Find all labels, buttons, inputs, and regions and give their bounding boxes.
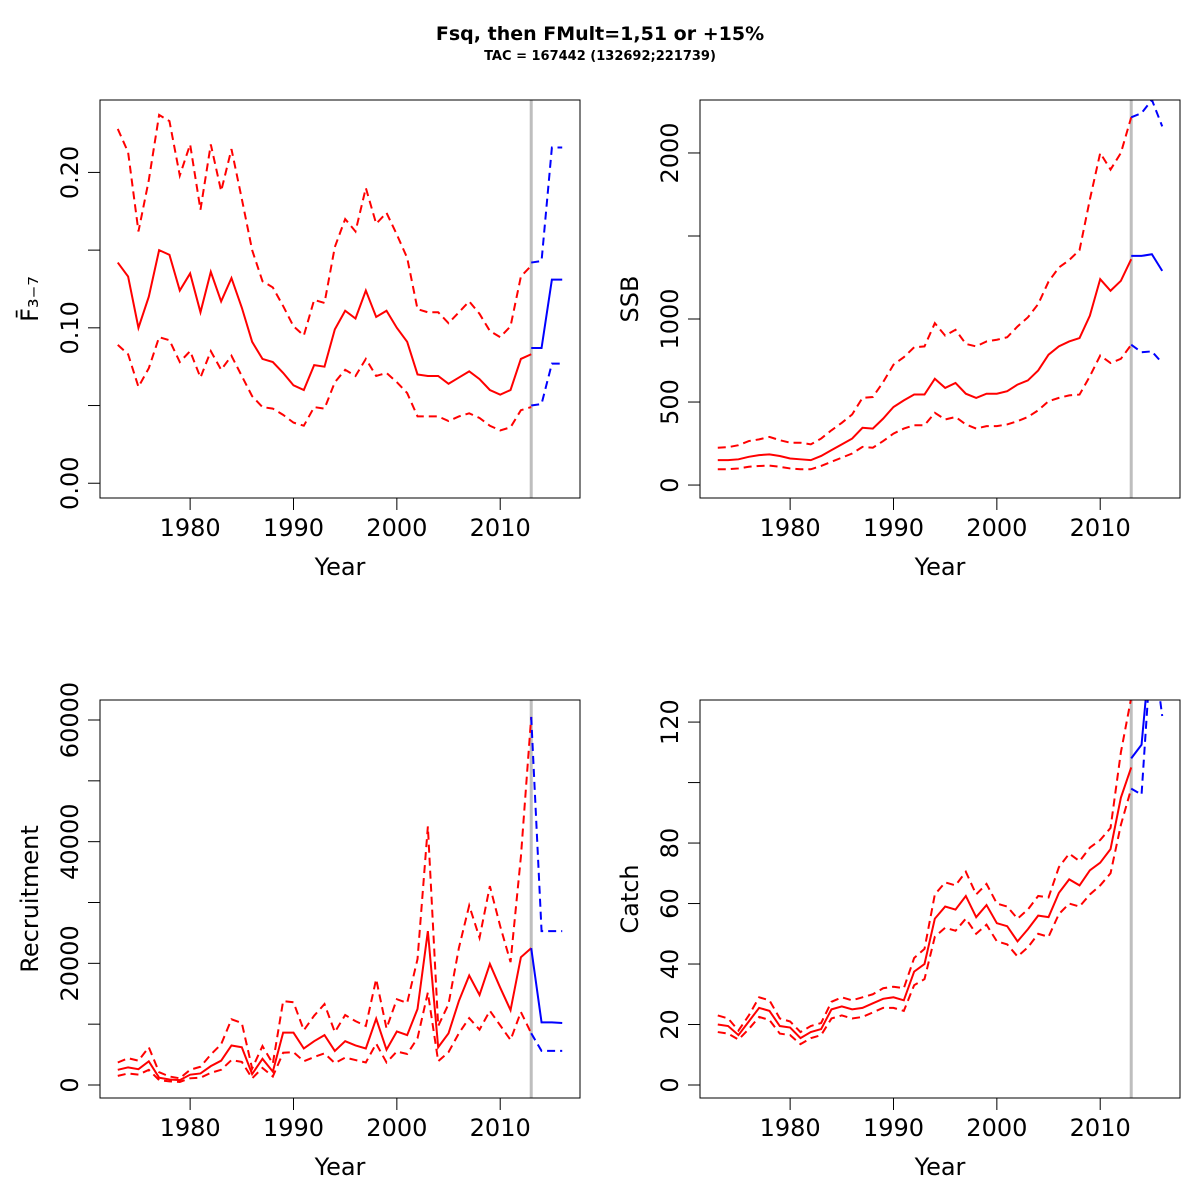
x-tick-label: 2000 [966, 514, 1027, 542]
y-tick-label: 0.20 [56, 146, 84, 199]
x-axis-label: Year [914, 1153, 966, 1181]
plot-area [116, 100, 563, 498]
x-tick-label: 1990 [863, 514, 924, 542]
series-line [116, 248, 532, 396]
series-line [1130, 700, 1164, 797]
x-tick-label: 2010 [1070, 1114, 1131, 1142]
series-line [1131, 253, 1164, 272]
y-axis-label: SSB [616, 276, 644, 323]
plot-area [717, 100, 1164, 498]
panel: 1980 1990 2000 2010 Year 0 20 40 60 80 120 Catch [616, 699, 1181, 1181]
y-tick-label: 80 [656, 828, 684, 859]
series-line [717, 344, 1133, 471]
x-tick-label: 1980 [160, 1114, 221, 1142]
series-line [117, 335, 532, 432]
y-tick-label: 20000 [56, 925, 84, 1001]
x-axis-label: Year [314, 553, 366, 581]
x-tick-label: 1990 [863, 1114, 924, 1142]
y-tick-label: 1000 [656, 288, 684, 349]
y-tick-label: 20 [656, 1009, 684, 1040]
series-line [530, 947, 563, 1024]
y-tick-label: 120 [656, 699, 684, 745]
y-tick-label: 60000 [56, 682, 84, 758]
series-line [530, 716, 563, 933]
series-line [1130, 700, 1147, 759]
series-line [717, 116, 1133, 449]
y-tick-label: 0.10 [56, 301, 84, 354]
plot-area [117, 700, 563, 1098]
series-line [1130, 343, 1163, 364]
series-line [717, 700, 1132, 1034]
series-line [717, 258, 1133, 462]
series-line [117, 930, 532, 1082]
y-axis-label: Catch [616, 864, 644, 933]
x-tick-label: 2000 [366, 514, 427, 542]
figure-subtitle: TAC = 167442 (132692;221739) [484, 49, 716, 64]
panel: 1980 1990 2000 2010 Year 0 500 1000 2000 SSB [616, 99, 1181, 581]
x-tick-label: 2010 [470, 514, 531, 542]
x-tick-label: 2010 [1070, 514, 1131, 542]
y-tick-label: 60 [656, 888, 684, 919]
plot-area [717, 700, 1164, 1098]
series-line [531, 278, 563, 350]
x-tick-label: 1980 [160, 514, 221, 542]
y-axis-label: Recruitment [16, 825, 44, 972]
x-tick-label: 1980 [760, 1114, 821, 1142]
y-tick-label: 0.00 [56, 457, 84, 510]
x-axis-label: Year [914, 553, 966, 581]
y-tick-label: 2000 [656, 122, 684, 183]
series-line [531, 146, 563, 264]
series-line [717, 767, 1133, 1040]
y-tick-label: 0 [656, 477, 684, 492]
x-tick-label: 1990 [263, 514, 324, 542]
x-tick-label: 2000 [966, 1114, 1027, 1142]
y-tick-label: 0 [56, 1077, 84, 1092]
figure-title: Fsq, then FMult=1,51 or +15% [436, 23, 764, 45]
series-line [116, 113, 532, 339]
y-tick-label: 40 [656, 949, 684, 980]
y-tick-label: 500 [656, 379, 684, 425]
x-tick-label: 2000 [366, 1114, 427, 1142]
series-line [117, 992, 533, 1083]
x-tick-label: 1980 [760, 514, 821, 542]
series-line [117, 716, 533, 1080]
panel: 1980 1990 2000 2010 Year 0.00 0.10 0.20 F̄₃₋₇ [15, 99, 581, 581]
x-tick-label: 1990 [263, 1114, 324, 1142]
y-tick-label: 40000 [56, 803, 84, 879]
x-tick-label: 2010 [470, 1114, 531, 1142]
series-line [1130, 100, 1164, 127]
y-tick-label: 0 [656, 1077, 684, 1092]
series-line [531, 362, 563, 407]
panel: 1980 1990 2000 2010 Year 0 20000 40000 60000 Recr… [16, 682, 581, 1181]
y-axis-label: F̄₃₋₇ [15, 276, 44, 322]
series-line [717, 788, 1133, 1046]
x-axis-label: Year [314, 1153, 366, 1181]
